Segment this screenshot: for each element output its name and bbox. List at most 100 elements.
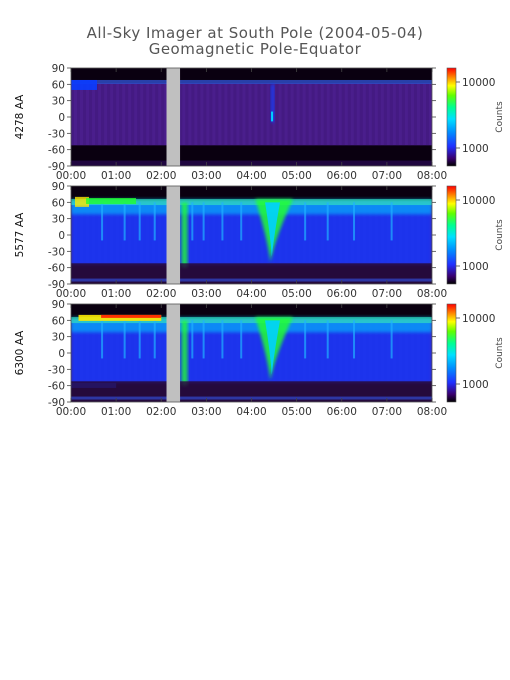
heatmap-image <box>71 68 432 166</box>
y-tick-label: -30 <box>48 128 65 140</box>
x-tick-label: 01:00 <box>101 170 131 182</box>
heatmap-band <box>131 83 135 146</box>
colorbar-tick-label: 10000 <box>462 313 495 325</box>
heatmap-band <box>221 83 225 146</box>
heatmap-band <box>407 83 411 146</box>
auroral-streak <box>326 202 329 241</box>
heatmap-band <box>395 83 399 146</box>
x-tick-label: 04:00 <box>236 288 266 300</box>
y-tick-label: -30 <box>48 364 65 376</box>
heatmap-band <box>95 83 99 146</box>
colorbar <box>446 185 457 285</box>
x-tick-label: 08:00 <box>417 170 447 182</box>
heatmap-band <box>401 83 405 146</box>
auroral-streak <box>240 320 243 359</box>
auroral-streak <box>191 320 194 359</box>
auroral-streak-core <box>271 111 274 122</box>
heatmap-image <box>71 304 432 402</box>
y-tick-label: -60 <box>48 145 65 157</box>
y-tick-label: -60 <box>48 381 65 393</box>
heatmap-band <box>341 83 345 146</box>
x-tick-label: 02:00 <box>146 406 176 418</box>
heatmap-band <box>101 83 105 146</box>
auroral-streak <box>353 320 356 359</box>
auroral-streak <box>390 202 393 241</box>
auroral-band-bright <box>71 79 97 90</box>
heatmap-band <box>257 83 261 146</box>
auroral-streak <box>123 320 126 359</box>
auroral-band <box>71 79 432 84</box>
x-tick-label: 00:00 <box>56 406 86 418</box>
auroral-streak <box>123 202 126 241</box>
panel-2: 90 60 30 0 -30 -60 -90 5577 AA 00:00 01:00 02:00 03… <box>14 181 505 300</box>
panel-1: 90 60 30 0 -30 -60 -90 4278 AA 00:00 01:00 02:00 03… <box>14 63 505 182</box>
heatmap-band <box>359 83 363 146</box>
y-tick-label: -60 <box>48 263 65 275</box>
heatmap-band <box>119 83 123 146</box>
heatmap-image <box>71 186 432 284</box>
heatmap-band <box>185 83 189 146</box>
heatmap-band <box>245 83 249 146</box>
y-tick-label: 60 <box>52 315 65 327</box>
y-tick-label: 30 <box>52 332 65 344</box>
colorbar <box>446 67 457 167</box>
data-gap <box>166 186 181 284</box>
auroral-band-bright <box>86 197 137 204</box>
heatmap-band <box>197 83 201 146</box>
heatmap-band <box>347 83 351 146</box>
auroral-streak <box>240 202 243 241</box>
heatmap-band <box>209 83 213 146</box>
heatmap-band <box>143 83 147 146</box>
x-tick-label: 06:00 <box>327 170 357 182</box>
heatmap-band <box>323 83 327 146</box>
y-tick-label: 90 <box>52 181 65 193</box>
heatmap-band <box>215 83 219 146</box>
y-tick-label: 90 <box>52 63 65 75</box>
heatmap-band <box>275 83 279 146</box>
heatmap-band <box>83 83 87 146</box>
heatmap-band <box>425 83 429 146</box>
colorbar-tick-label: 10000 <box>462 195 495 207</box>
heatmap-band <box>107 83 111 146</box>
heatmap-band <box>71 83 74 146</box>
y-axis-label: 4278 AA <box>14 94 26 140</box>
heatmap-band <box>329 83 333 146</box>
chart-subtitle: Geomagnetic Pole-Equator <box>148 40 362 58</box>
y-axis-label: 6300 AA <box>14 330 26 376</box>
auroral-intensification-core <box>265 320 281 375</box>
x-tick-label: 08:00 <box>417 406 447 418</box>
x-tick-label: 01:00 <box>101 288 131 300</box>
auroral-edge <box>71 317 432 324</box>
heatmap-band <box>233 83 237 146</box>
y-tick-label: -30 <box>48 246 65 258</box>
heatmap-band <box>287 83 291 146</box>
y-tick-label: 30 <box>52 214 65 226</box>
x-tick-label: 04:00 <box>236 406 266 418</box>
auroral-intensification-core <box>265 202 281 257</box>
heatmap-band <box>293 83 297 146</box>
heatmap-band <box>365 83 369 146</box>
x-tick-label: 07:00 <box>372 288 402 300</box>
heatmap-band <box>227 83 231 146</box>
auroral-band-peak <box>101 314 162 318</box>
y-tick-label: -90 <box>48 279 65 291</box>
x-tick-label: 02:00 <box>146 288 176 300</box>
heatmap-band <box>149 83 153 146</box>
x-tick-label: 01:00 <box>101 406 131 418</box>
auroral-streak <box>221 320 224 359</box>
y-tick-label: -90 <box>48 161 65 173</box>
x-tick-label: 07:00 <box>372 406 402 418</box>
heatmap-band <box>161 83 165 146</box>
colorbar-tick-label: 1000 <box>462 143 489 155</box>
auroral-streak <box>101 202 104 241</box>
auroral-streak <box>101 320 104 359</box>
heatmap-band <box>335 83 339 146</box>
y-tick-label: 0 <box>58 230 65 242</box>
y-tick-label: 60 <box>52 197 65 209</box>
heatmap-band <box>305 83 309 146</box>
chart-title: All-Sky Imager at South Pole (2004-05-04… <box>86 24 424 42</box>
x-tick-label: 05:00 <box>281 406 311 418</box>
heatmap-band <box>353 83 357 146</box>
x-tick-label: 03:00 <box>191 288 221 300</box>
